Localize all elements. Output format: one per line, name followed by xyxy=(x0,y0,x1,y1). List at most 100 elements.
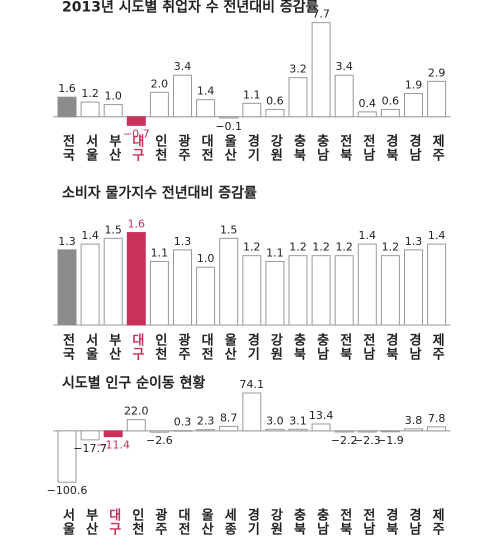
value-label: 1.4 xyxy=(359,229,377,242)
value-label: 1.1 xyxy=(243,88,261,101)
value-label: 3.4 xyxy=(174,60,192,73)
bar xyxy=(219,425,239,432)
bar xyxy=(103,430,123,438)
x-tick-label: 충남 xyxy=(314,332,329,361)
bar xyxy=(103,237,123,326)
bar xyxy=(404,249,423,326)
bar xyxy=(380,430,400,433)
bar xyxy=(311,255,331,326)
value-label: 1.5 xyxy=(104,223,122,236)
bar xyxy=(57,249,77,326)
value-label: 1.2 xyxy=(335,241,353,254)
bar xyxy=(219,116,239,119)
bar xyxy=(57,96,77,118)
bar xyxy=(404,93,423,118)
x-tick-label: 인천 xyxy=(152,332,167,361)
value-label: 1.6 xyxy=(128,218,146,231)
value-label: 1.1 xyxy=(151,246,169,259)
x-tick-label: 세종 xyxy=(221,508,236,536)
value-label: 1.2 xyxy=(312,241,330,254)
x-tick-label: 인천 xyxy=(129,507,144,536)
bar xyxy=(173,430,192,432)
bar xyxy=(265,260,285,326)
x-tick-label: 충남 xyxy=(314,133,329,162)
x-tick-label: 대전 xyxy=(175,508,190,536)
x-tick-label: 제주 xyxy=(429,333,444,361)
x-tick-label: 전북 xyxy=(337,133,352,162)
value-label: −2.2 xyxy=(331,434,358,447)
value-label: 1.2 xyxy=(382,241,400,254)
x-tick-label: 서울 xyxy=(83,134,98,162)
value-label: −1.9 xyxy=(377,434,404,447)
value-label: −2.3 xyxy=(354,434,381,447)
x-tick-label: 울산 xyxy=(198,507,213,536)
bar xyxy=(149,430,169,433)
x-tick-label: 전국 xyxy=(60,332,75,361)
x-tick-label: 대전 xyxy=(198,134,213,162)
bar xyxy=(427,80,447,118)
x-tick-label: 경기 xyxy=(244,332,259,361)
x-tick-label: 경북 xyxy=(383,507,398,536)
value-label: 2.3 xyxy=(197,415,215,428)
x-tick-label: 충북 xyxy=(291,507,306,536)
value-label: 2.0 xyxy=(151,77,169,90)
x-tick-label: 전남 xyxy=(360,133,375,162)
bar xyxy=(357,111,377,118)
chart-title: 2013년 시도별 취업자 수 전년대비 증감률 xyxy=(62,0,319,16)
value-label: 8.7 xyxy=(220,411,238,424)
bar xyxy=(196,266,216,326)
bar xyxy=(196,429,216,432)
x-tick-label: 충북 xyxy=(291,332,306,361)
value-label: 0.3 xyxy=(174,416,192,429)
x-tick-label: 경남 xyxy=(406,507,421,536)
bar xyxy=(149,91,169,118)
x-tick-label: 부산 xyxy=(83,508,98,536)
x-tick-label: 전북 xyxy=(337,332,352,361)
value-label: 1.3 xyxy=(174,235,192,248)
value-label: 3.8 xyxy=(405,414,423,427)
bar xyxy=(242,102,262,118)
bar xyxy=(404,428,423,432)
value-label: 3.0 xyxy=(266,414,284,427)
bar xyxy=(173,74,192,118)
bar xyxy=(334,74,354,118)
bar xyxy=(427,426,447,432)
value-label: 1.6 xyxy=(58,82,76,95)
x-tick-label: 대구 xyxy=(129,333,144,361)
bar xyxy=(103,104,123,118)
x-tick-label: 대구 xyxy=(106,508,121,536)
value-label: 1.3 xyxy=(58,235,76,248)
x-tick-label: 대전 xyxy=(198,333,213,361)
value-label: 1.0 xyxy=(104,90,122,103)
value-label: 1.4 xyxy=(197,85,215,98)
value-label: 1.2 xyxy=(81,87,99,100)
value-label: 13.4 xyxy=(309,409,334,422)
x-tick-label: 제주 xyxy=(429,508,444,536)
x-tick-label: 전국 xyxy=(60,133,75,162)
bar xyxy=(288,77,308,118)
x-tick-label: 울산 xyxy=(221,332,236,361)
value-label: 1.9 xyxy=(405,79,423,92)
x-tick-label: 대구 xyxy=(129,134,144,162)
value-label: 7.7 xyxy=(312,8,330,21)
x-tick-label: 경남 xyxy=(406,133,421,162)
bar xyxy=(173,249,192,326)
bar xyxy=(311,22,331,118)
value-label: 1.2 xyxy=(289,241,307,254)
value-label: 1.0 xyxy=(197,252,215,265)
bar xyxy=(80,430,100,441)
bar xyxy=(380,255,400,326)
bar xyxy=(242,392,262,432)
value-label: 1.5 xyxy=(220,223,238,236)
value-label: 1.1 xyxy=(266,246,284,259)
bar xyxy=(80,243,100,326)
x-tick-label: 전북 xyxy=(337,507,352,536)
value-label: 0.6 xyxy=(266,94,284,107)
bar xyxy=(288,255,308,326)
x-tick-label: 경북 xyxy=(383,133,398,162)
bar xyxy=(126,116,146,126)
value-label: −2.6 xyxy=(146,434,173,447)
bar xyxy=(80,101,100,118)
x-tick-label: 경북 xyxy=(383,332,398,361)
